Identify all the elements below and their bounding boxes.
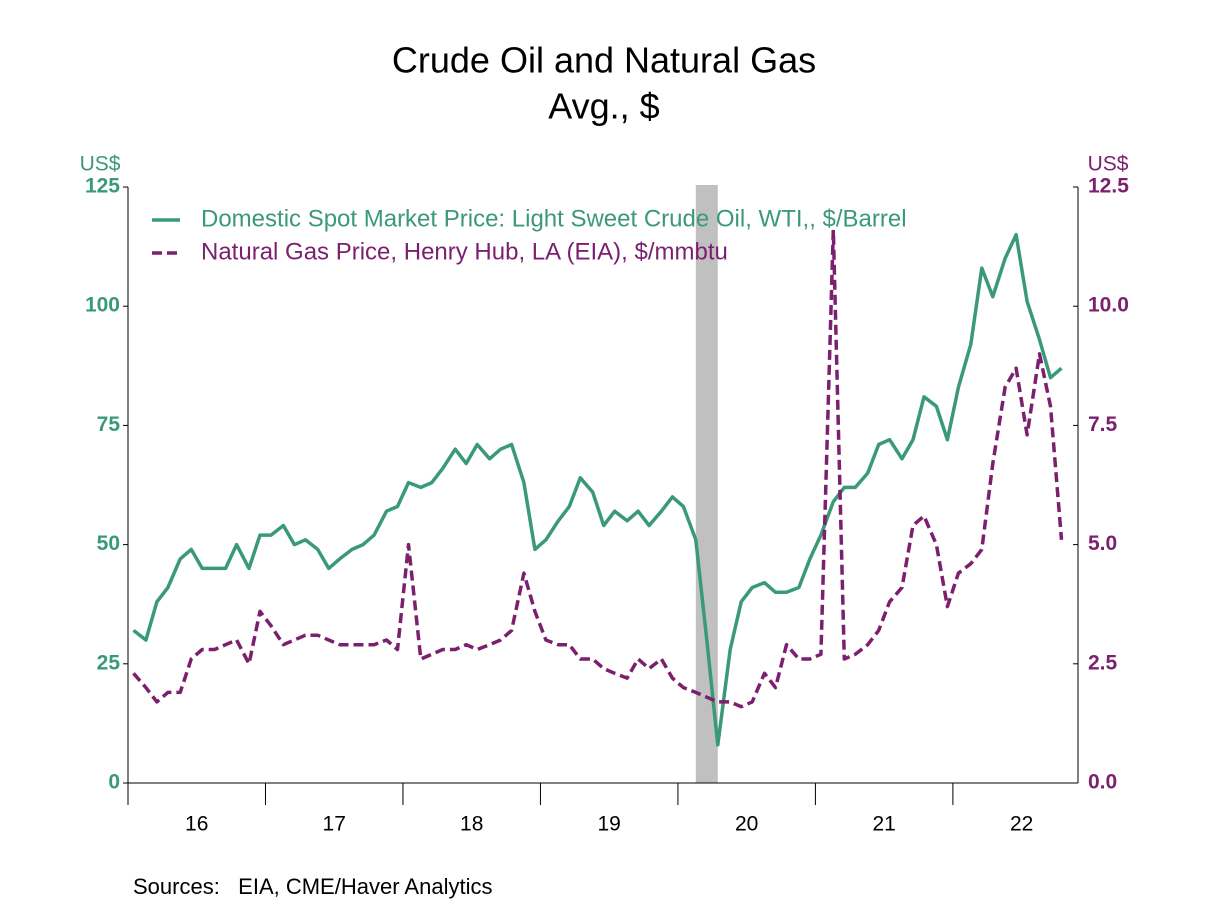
series-line (132, 232, 1063, 747)
y2-unit: US$ (1088, 153, 1129, 176)
x-tick-label: 18 (460, 813, 483, 836)
y2-tick-label: 2.5 (1088, 651, 1118, 674)
y2-tick-label: 12.5 (1088, 175, 1129, 198)
legend-label: Domestic Spot Market Price: Light Sweet … (201, 205, 907, 232)
chart-subtitle: Avg., $ (548, 86, 659, 127)
x-tick-label: 20 (735, 813, 758, 836)
x-tick-label: 21 (872, 813, 895, 836)
source: Sources: EIA, CME/Haver Analytics (133, 874, 492, 899)
x-tick-label: 19 (598, 813, 621, 836)
y-tick-label: 125 (85, 175, 120, 198)
legend-label: Natural Gas Price, Henry Hub, LA (EIA), … (201, 238, 728, 265)
x-tick-label: 17 (323, 813, 346, 836)
y2-tick-label: 0.0 (1088, 771, 1117, 794)
y-unit: US$ (80, 153, 121, 176)
recession-shade (695, 185, 718, 783)
x-tick-label: 16 (185, 813, 208, 836)
y-tick-label: 25 (97, 651, 121, 674)
x-tick-label: 22 (1010, 813, 1033, 836)
chart-title: Crude Oil and Natural Gas (392, 40, 816, 81)
y2-tick-label: 5.0 (1088, 532, 1117, 555)
series-line (132, 228, 1064, 709)
y-tick-label: 100 (85, 294, 120, 317)
y-tick-label: 75 (97, 413, 121, 436)
y2-tick-label: 10.0 (1088, 294, 1129, 317)
y2-tick-label: 7.5 (1088, 413, 1118, 436)
y-tick-label: 0 (108, 771, 120, 794)
y-tick-label: 50 (97, 532, 120, 555)
